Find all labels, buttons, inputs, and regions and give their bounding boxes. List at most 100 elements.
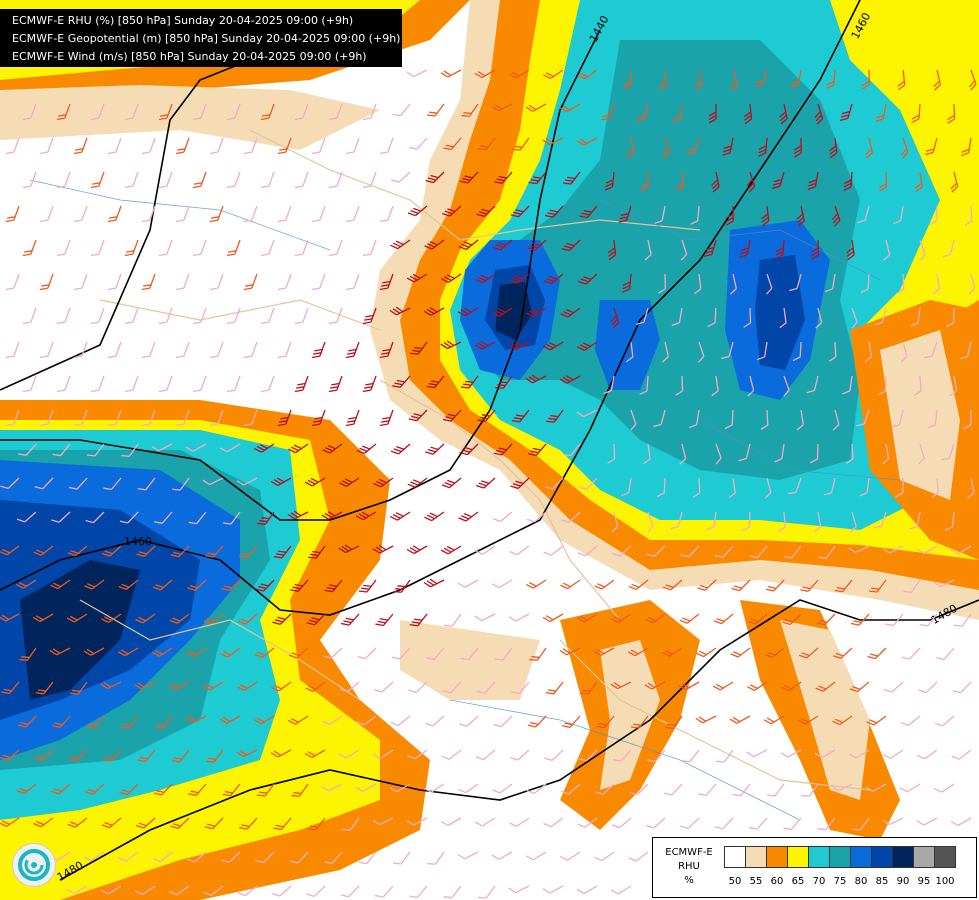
- wind-barb: [562, 715, 581, 728]
- header: ECMWF-E RHU (%) [850 hPa] Sunday 20-04-2…: [0, 9, 402, 67]
- wind-barb: [277, 137, 292, 155]
- wind-barb: [491, 103, 513, 112]
- wind-barb: [209, 341, 224, 359]
- wind-barb: [560, 783, 581, 795]
- wind-barb: [928, 205, 938, 226]
- wind-barb: [724, 409, 734, 430]
- wind-barb: [860, 273, 870, 294]
- wind-barb: [643, 443, 651, 465]
- wind-barb: [294, 307, 309, 325]
- wind-barb: [152, 579, 173, 591]
- wind-barb: [491, 851, 513, 860]
- wind-barb: [916, 545, 938, 555]
- wind-barb: [306, 885, 326, 898]
- wind-barb: [562, 443, 581, 457]
- wind-barb: [963, 409, 972, 430]
- wind-barb: [560, 307, 581, 318]
- wind-barb: [288, 443, 309, 454]
- wind-barb: [494, 171, 513, 184]
- ecmwf-swirl-icon: [12, 843, 56, 887]
- wind-barb: [236, 749, 258, 758]
- wind-barb: [73, 137, 88, 155]
- wind-barb: [656, 477, 666, 498]
- wind-barb: [237, 613, 258, 625]
- wind-barb: [358, 851, 377, 865]
- legend-swatch: [871, 846, 893, 868]
- wind-barb: [492, 783, 513, 794]
- wind-barb: [100, 885, 122, 895]
- wind-barb: [914, 171, 923, 193]
- wind-barb: [169, 885, 190, 896]
- wind-barb: [932, 273, 940, 295]
- wind-barb: [287, 510, 309, 520]
- wind-barb: [460, 375, 479, 389]
- wind-barb: [185, 443, 207, 452]
- wind-barb: [899, 783, 921, 793]
- wind-barb: [493, 715, 513, 728]
- wind-barb: [882, 817, 904, 826]
- wind-barb: [559, 647, 581, 656]
- wind-barb: [900, 341, 908, 363]
- legend-tick-label: 60: [770, 876, 784, 887]
- wind-barb: [692, 477, 701, 498]
- wind-barb: [220, 647, 241, 658]
- wind-barb: [635, 307, 649, 325]
- wind-barb: [941, 443, 955, 461]
- geopotential-contours: [0, 0, 979, 881]
- wind-barb: [141, 273, 156, 291]
- wind-barb: [423, 578, 445, 588]
- wind-barb: [33, 817, 54, 828]
- wind-barb: [601, 103, 615, 121]
- wind-barb: [392, 851, 411, 865]
- wind-barb: [509, 545, 530, 556]
- wind-barb: [475, 545, 496, 555]
- wind-barb: [525, 374, 547, 384]
- wind-barb: [509, 273, 530, 284]
- wind-barb: [476, 205, 496, 218]
- wind-barb: [596, 715, 615, 729]
- wind-barb: [834, 579, 853, 593]
- wind-barb: [1, 681, 20, 695]
- wind-barb: [338, 544, 360, 554]
- wind-barb: [277, 205, 292, 223]
- wind-barb: [758, 137, 768, 157]
- wind-barb: [747, 681, 768, 691]
- wind-barb: [56, 307, 71, 325]
- wind-barb: [883, 681, 904, 693]
- wind-barb: [579, 205, 598, 219]
- wind-barb: [712, 681, 734, 691]
- wind-barb: [311, 341, 326, 359]
- wind-barb: [192, 239, 207, 257]
- wind-barb: [680, 817, 700, 830]
- wind-barb: [101, 613, 122, 623]
- wind-barb: [56, 171, 71, 189]
- wind-barb: [408, 409, 428, 422]
- wind-barb: [22, 171, 37, 189]
- wind-barb: [607, 443, 616, 464]
- wind-barb: [594, 579, 615, 590]
- wind-barb: [542, 341, 564, 351]
- wind-barb: [620, 477, 632, 497]
- wind-barb: [542, 137, 564, 146]
- wind-barb: [561, 239, 581, 252]
- wind-barb: [141, 137, 156, 155]
- wind-barb: [444, 613, 462, 627]
- wind-barb: [124, 307, 139, 325]
- wind-barb: [828, 341, 837, 362]
- wind-barb: [406, 273, 428, 283]
- wind-barb: [158, 171, 173, 189]
- wind-barb: [543, 69, 564, 79]
- wind-barb: [659, 69, 667, 91]
- wind-barb: [611, 545, 632, 557]
- wind-barb: [663, 783, 683, 796]
- wind-barb: [175, 137, 190, 155]
- wind-barb: [542, 613, 564, 623]
- legend-swatch: [829, 846, 851, 868]
- wind-barb: [221, 851, 241, 863]
- wind-barb: [544, 477, 564, 490]
- wind-barb: [749, 545, 768, 559]
- wind-barb: [170, 817, 190, 830]
- wind-barb: [916, 817, 938, 826]
